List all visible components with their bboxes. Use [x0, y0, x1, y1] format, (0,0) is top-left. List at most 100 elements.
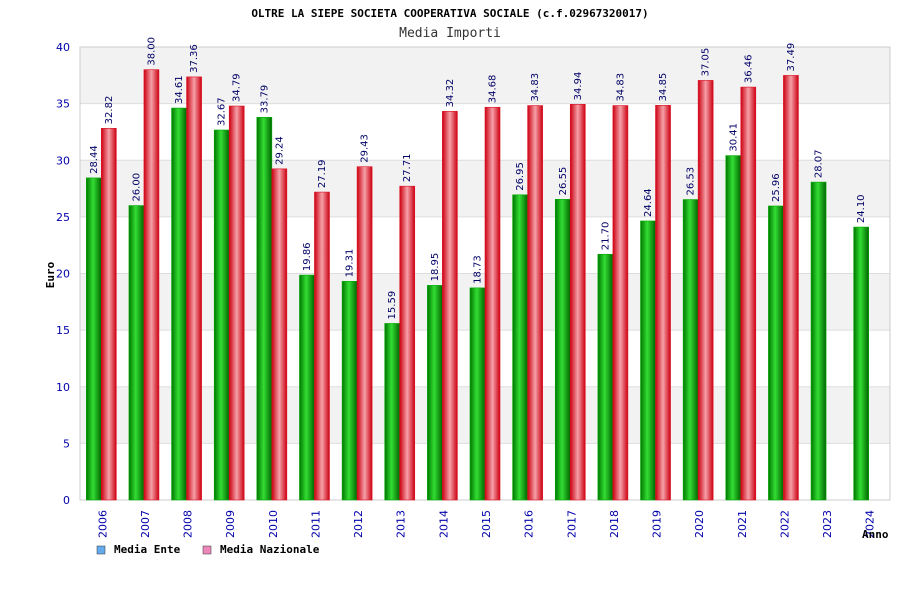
value-label-media-ente-2015: 18.73 [473, 255, 484, 284]
chart-title: OLTRE LA SIEPE SOCIETA COOPERATIVA SOCIA… [251, 7, 648, 20]
y-tick-label: 40 [56, 41, 70, 54]
value-label-media-nazionale-2007: 38.00 [146, 37, 157, 66]
bar-media-nazionale-2019[interactable] [655, 105, 671, 501]
bar-media-ente-2021[interactable] [725, 155, 742, 501]
bar-media-nazionale-2010[interactable] [271, 168, 288, 501]
bar-media-nazionale-2017[interactable] [569, 104, 586, 501]
value-label-media-ente-2006: 28.44 [89, 145, 100, 174]
bar-media-ente-2013[interactable] [384, 323, 401, 501]
value-label-media-nazionale-2019: 34.85 [658, 73, 669, 102]
chart-subtitle: Media Importi [399, 26, 501, 41]
bar-media-ente-2010[interactable] [256, 117, 273, 501]
value-label-media-ente-2024: 24.10 [856, 194, 867, 223]
bar-media-nazionale-2022[interactable] [783, 75, 799, 501]
y-tick-label: 5 [63, 437, 70, 450]
bar-media-ente-2020[interactable] [682, 199, 699, 501]
x-tick-label-2008: 2008 [182, 510, 195, 538]
bar-media-nazionale-2007[interactable] [143, 69, 160, 501]
x-tick-label-2017: 2017 [565, 510, 578, 538]
value-label-media-ente-2016: 26.95 [515, 162, 526, 191]
y-tick-label: 25 [56, 211, 70, 224]
value-label-media-ente-2018: 21.70 [600, 222, 611, 251]
x-tick-label-2007: 2007 [139, 510, 152, 538]
x-tick-label-2013: 2013 [395, 510, 408, 538]
bar-media-nazionale-2016[interactable] [527, 105, 543, 501]
y-tick-label: 10 [56, 381, 70, 394]
bar-media-nazionale-2008[interactable] [186, 76, 202, 501]
x-tick-label-2010: 2010 [267, 510, 280, 538]
bar-media-ente-2017[interactable] [554, 199, 571, 501]
value-label-media-nazionale-2016: 34.83 [530, 73, 541, 102]
value-label-media-nazionale-2008: 37.36 [189, 44, 200, 73]
value-label-media-ente-2013: 15.59 [387, 291, 398, 320]
bar-media-nazionale-2011[interactable] [314, 191, 330, 501]
value-label-media-ente-2017: 26.55 [558, 167, 569, 196]
bar-media-nazionale-2012[interactable] [356, 166, 373, 501]
x-tick-label-2020: 2020 [693, 510, 706, 538]
value-label-media-ente-2020: 26.53 [686, 167, 697, 196]
bar-media-ente-2015[interactable] [469, 287, 486, 501]
bars-group [86, 69, 869, 501]
value-label-media-ente-2008: 34.61 [174, 75, 185, 104]
value-label-media-ente-2022: 25.96 [771, 173, 782, 202]
x-axis-label: Anno [862, 528, 889, 541]
bar-media-ente-2024[interactable] [853, 226, 869, 501]
value-label-media-nazionale-2014: 34.32 [445, 79, 456, 108]
value-label-media-ente-2021: 30.41 [728, 123, 739, 152]
legend-item-media-nazionale[interactable]: Media Nazionale [202, 543, 320, 556]
bar-media-ente-2019[interactable] [640, 220, 656, 501]
x-tick-label-2015: 2015 [480, 510, 493, 538]
value-label-media-ente-2010: 33.79 [259, 85, 270, 114]
bar-media-ente-2023[interactable] [810, 181, 827, 501]
x-tick-label-2014: 2014 [437, 510, 450, 538]
bar-media-ente-2016[interactable] [512, 194, 528, 501]
bar-media-nazionale-2018[interactable] [612, 105, 629, 501]
value-label-media-nazionale-2010: 29.24 [274, 136, 285, 165]
bar-media-ente-2008[interactable] [171, 107, 187, 501]
value-label-media-nazionale-2021: 36.46 [743, 54, 754, 83]
bar-media-nazionale-2013[interactable] [399, 185, 416, 501]
bar-media-ente-2022[interactable] [768, 205, 784, 501]
legend-item-media-ente[interactable]: Media Ente [96, 543, 181, 556]
value-label-media-nazionale-2015: 34.68 [488, 75, 499, 104]
value-label-media-nazionale-2018: 34.83 [615, 73, 626, 102]
value-label-media-nazionale-2009: 34.79 [232, 73, 243, 102]
value-label-media-nazionale-2020: 37.05 [701, 48, 712, 77]
bar-media-ente-2009[interactable] [213, 129, 230, 501]
bar-media-nazionale-2014[interactable] [442, 111, 458, 501]
bar-media-nazionale-2006[interactable] [101, 128, 117, 501]
bar-media-nazionale-2021[interactable] [740, 86, 757, 501]
value-label-media-nazionale-2013: 27.71 [402, 154, 413, 183]
legend-swatch-media-nazionale [202, 545, 212, 555]
legend-label-media-ente: Media Ente [114, 543, 181, 556]
legend: Media Ente Media Nazionale [96, 543, 320, 556]
value-label-media-nazionale-2022: 37.49 [786, 43, 797, 72]
value-label-media-nazionale-2012: 29.43 [360, 134, 371, 163]
y-tick-label: 20 [56, 268, 70, 281]
bar-media-ente-2014[interactable] [427, 285, 443, 501]
value-label-media-ente-2023: 28.07 [814, 149, 825, 178]
value-label-media-nazionale-2017: 34.94 [573, 72, 584, 101]
bar-media-nazionale-2020[interactable] [697, 80, 714, 501]
bar-media-ente-2007[interactable] [128, 205, 145, 501]
legend-swatch-media-ente [96, 545, 106, 555]
bar-media-nazionale-2009[interactable] [228, 105, 245, 501]
x-tick-label-2012: 2012 [352, 510, 365, 538]
value-label-media-ente-2019: 24.64 [643, 188, 654, 217]
bar-media-ente-2018[interactable] [597, 253, 614, 501]
y-axis-label: Euro [44, 261, 57, 288]
x-tick-label-2006: 2006 [96, 510, 109, 538]
x-axis-ticks: 2006 2007 2008 2009 2010 2011 2012 2013 2014 2015… [96, 510, 876, 538]
legend-label-media-nazionale: Media Nazionale [220, 543, 320, 556]
bar-media-nazionale-2015[interactable] [484, 106, 501, 501]
x-tick-label-2016: 2016 [523, 510, 536, 538]
x-tick-label-2009: 2009 [224, 510, 237, 538]
bar-media-ente-2006[interactable] [86, 177, 102, 501]
value-label-media-nazionale-2006: 32.82 [104, 96, 115, 125]
value-labels-group: 28.44 32.82 26.00 38.00 34.61 37.36 32.67 34.79… [89, 37, 867, 319]
bar-media-ente-2012[interactable] [341, 281, 358, 501]
bar-media-ente-2011[interactable] [299, 274, 315, 501]
y-tick-label: 30 [56, 154, 70, 167]
